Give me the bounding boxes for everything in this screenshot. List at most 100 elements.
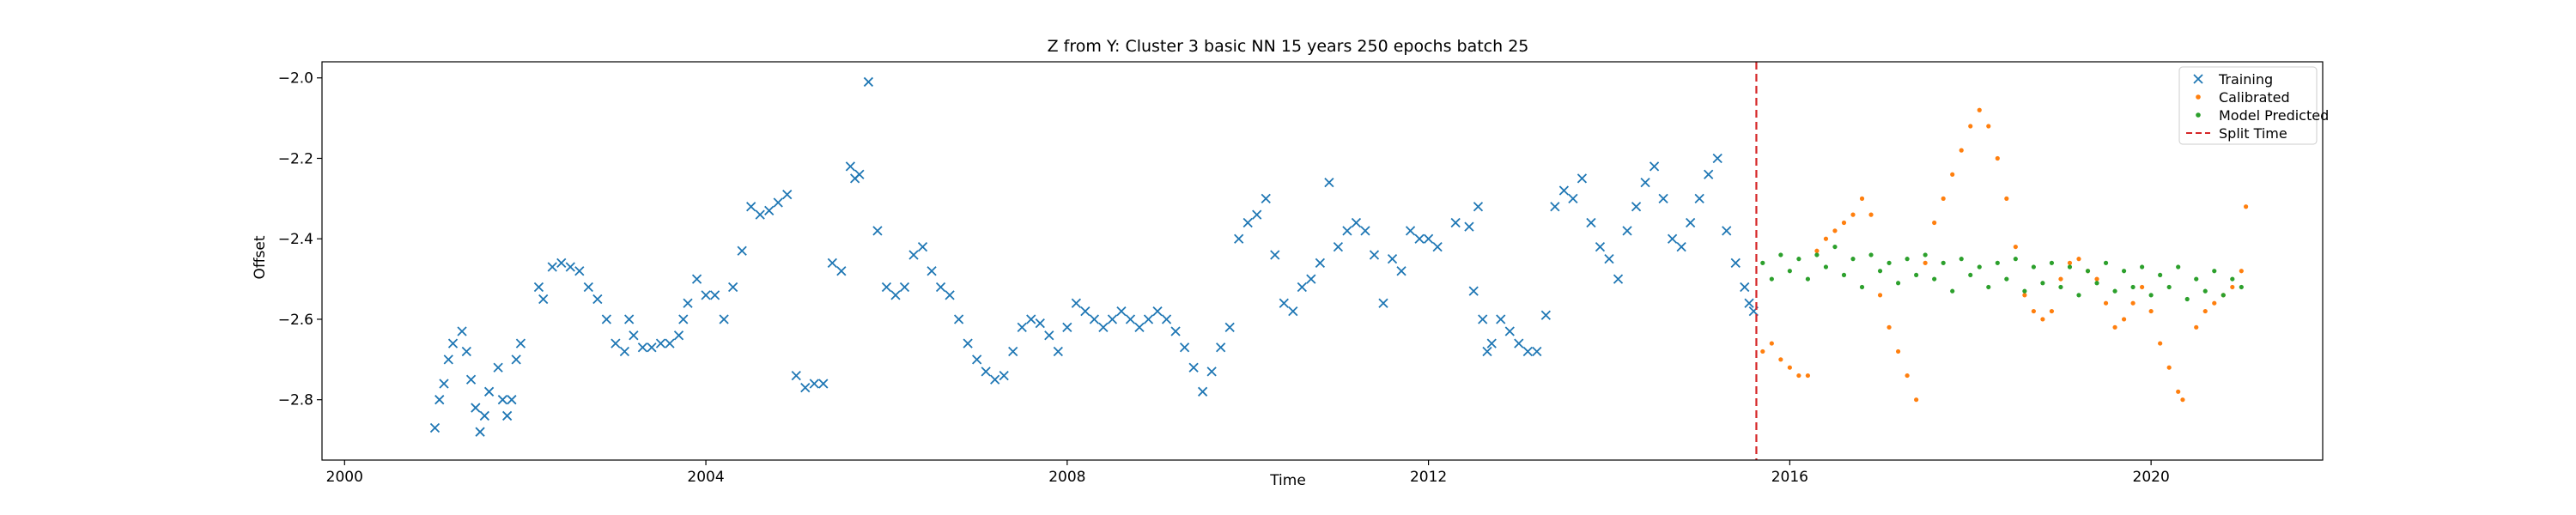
- data-point: [1089, 314, 1100, 324]
- data-point: [1649, 161, 1660, 172]
- data-point: [556, 258, 567, 268]
- data-point: [1704, 169, 1714, 179]
- data-point: [1968, 272, 1973, 278]
- data-point: [592, 294, 603, 305]
- data-point: [1143, 314, 1154, 324]
- data-point: [1577, 173, 1588, 184]
- data-point: [2140, 284, 2145, 290]
- data-point: [1950, 288, 1955, 294]
- data-point: [2031, 308, 2036, 314]
- data-point: [479, 410, 489, 421]
- data-point: [727, 282, 738, 293]
- data-point: [917, 241, 928, 252]
- data-point: [2230, 284, 2235, 290]
- data-point: [1333, 241, 1344, 252]
- data-point: [2076, 257, 2081, 262]
- legend-label: Training: [2218, 71, 2273, 88]
- data-point: [429, 422, 440, 433]
- data-point: [1369, 250, 1380, 260]
- data-point: [547, 262, 557, 272]
- data-point: [1995, 260, 2000, 265]
- data-point: [999, 370, 1009, 381]
- data-point: [1859, 196, 1865, 201]
- data-point: [927, 266, 937, 276]
- data-point: [737, 245, 747, 256]
- data-point: [1760, 260, 1765, 265]
- data-point: [624, 314, 635, 324]
- data-point: [1995, 155, 2000, 161]
- data-point: [1224, 322, 1235, 332]
- data-point: [1832, 228, 1838, 233]
- data-point: [1814, 252, 1820, 258]
- data-point: [2049, 308, 2055, 314]
- data-point: [1351, 217, 1362, 228]
- data-point: [434, 395, 445, 405]
- data-point: [1053, 346, 1063, 357]
- y-axis-label: Offset: [252, 235, 269, 279]
- y-tick-label: −2.6: [278, 312, 313, 329]
- data-point: [1796, 373, 1801, 379]
- x-tick-label: 2012: [1410, 469, 1447, 486]
- data-point: [990, 374, 1000, 385]
- plot-frame: [321, 61, 2324, 461]
- data-point: [1152, 306, 1163, 317]
- data-point: [1071, 298, 1081, 308]
- data-point: [1805, 276, 1811, 282]
- y-tick-label: −2.2: [278, 150, 313, 167]
- legend-label: Model Predicted: [2219, 107, 2329, 124]
- data-point: [1017, 322, 1027, 332]
- data-point: [1941, 196, 1946, 201]
- data-point: [1740, 282, 1750, 293]
- data-point: [515, 338, 526, 348]
- data-point: [2121, 269, 2127, 274]
- data-point: [2202, 288, 2208, 294]
- data-point: [1941, 260, 1946, 265]
- data-point: [1895, 348, 1901, 354]
- data-point: [2013, 257, 2018, 262]
- data-point: [935, 282, 946, 293]
- data-point: [1905, 373, 1910, 379]
- data-point: [1261, 193, 1271, 203]
- data-point: [764, 205, 775, 216]
- data-point: [1378, 298, 1388, 308]
- data-point: [2004, 196, 2009, 201]
- data-point: [1432, 241, 1443, 252]
- data-point: [683, 298, 693, 308]
- data-point: [1125, 314, 1136, 324]
- data-point: [1977, 264, 1982, 270]
- data-point: [2112, 288, 2117, 294]
- data-point: [872, 226, 883, 236]
- data-point: [1107, 314, 1118, 324]
- data-point: [809, 379, 819, 389]
- data-point: [1179, 342, 1190, 353]
- data-point: [1486, 338, 1497, 348]
- legend-box: [2178, 66, 2318, 145]
- data-point: [2121, 317, 2127, 322]
- data-point: [507, 395, 517, 405]
- data-point: [827, 258, 837, 268]
- data-point: [2067, 260, 2073, 265]
- data-point: [1744, 298, 1754, 308]
- data-point: [1841, 220, 1847, 226]
- data-point: [1188, 362, 1199, 373]
- data-point: [2058, 276, 2063, 282]
- data-point: [465, 374, 477, 385]
- data-point: [773, 197, 783, 208]
- data-point: [1877, 293, 1883, 298]
- data-point: [953, 314, 964, 324]
- data-point: [1468, 286, 1479, 296]
- data-point: [1044, 330, 1054, 341]
- data-point: [678, 314, 689, 324]
- data-point: [2243, 204, 2249, 209]
- data-point: [665, 338, 675, 348]
- data-point: [1464, 221, 1474, 232]
- data-point: [1805, 373, 1811, 379]
- data-point: [1923, 252, 1928, 258]
- data-point: [1242, 217, 1253, 228]
- data-point: [2148, 293, 2154, 298]
- data-point: [701, 290, 711, 300]
- data-point: [1482, 346, 1492, 357]
- series-training: [429, 76, 1759, 437]
- data-point: [538, 294, 549, 305]
- y-tick-label: −2.4: [278, 231, 313, 248]
